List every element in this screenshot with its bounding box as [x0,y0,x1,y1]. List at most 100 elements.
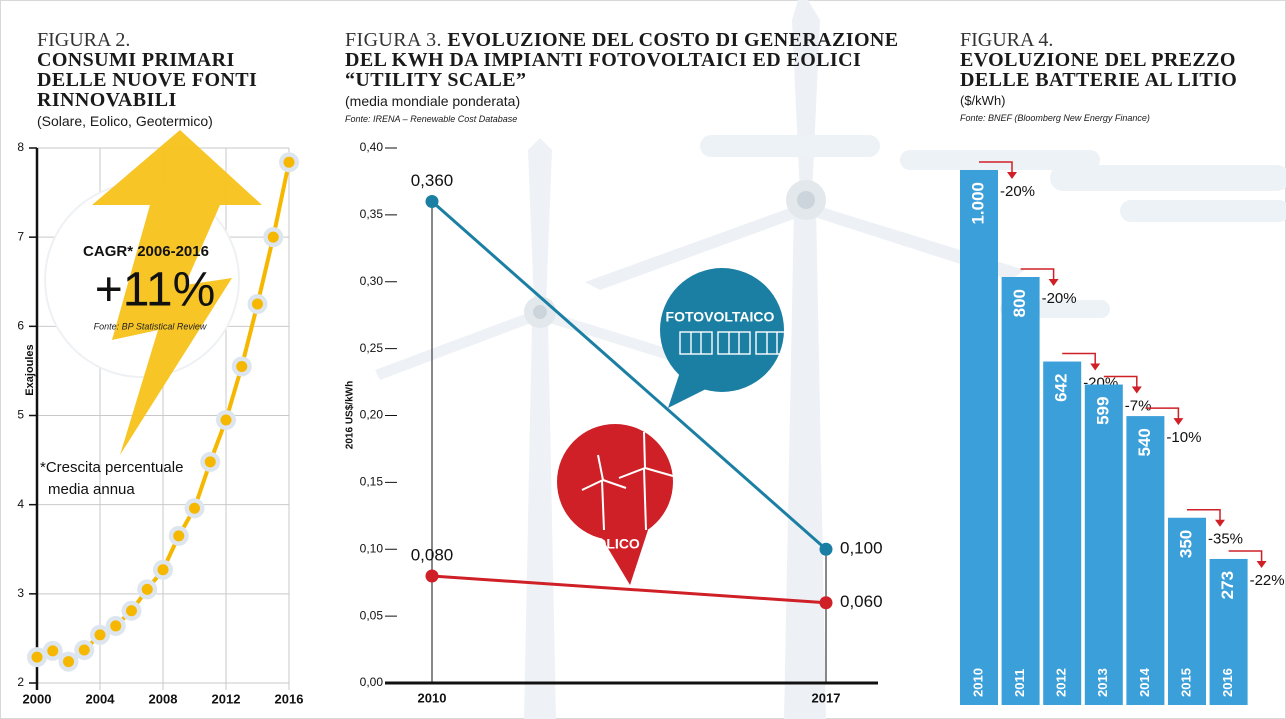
legend-bubble [660,268,784,392]
point [252,298,263,310]
point [31,651,43,663]
change-arrow [1020,268,1055,280]
point [236,360,248,372]
value-label: 599 [1093,397,1112,425]
change-arrow [1103,375,1138,388]
icons [581,331,789,531]
point [204,456,216,468]
turbine-blade [585,205,805,290]
x-tick-label: 2012 [212,691,241,706]
footnote: *Crescita percentuale media annua [40,459,184,498]
bar [1209,558,1248,705]
change-label: -20% [1000,183,1035,200]
figure-label: FIGURA 3. [345,29,442,51]
point [425,195,439,208]
grid [29,147,878,690]
chart-title: CONSUMI PRIMARI DELLE NUOVE FONTI RINNOV… [37,49,258,111]
point [94,629,106,641]
chart-subtitle: ($/kWh) [960,93,1006,108]
value-label: 1.000 [968,182,987,225]
category-label: 2016 [1220,668,1235,697]
figure-3-header: FIGURA 3. EVOLUZIONE DEL COSTO DI GENERA… [345,30,945,124]
y-tick-label: 0,00 [360,675,384,689]
change-arrowhead [1007,172,1017,179]
point [78,644,90,656]
change-arrowhead [1256,560,1267,568]
chart-source: Fonte: BNEF (Bloomberg New Energy Financ… [960,113,1150,123]
change-arrow [1228,550,1263,562]
change-arrow [1062,352,1096,365]
lightning-bolt [92,130,262,455]
y-tick-label: 4 [17,497,24,511]
change-arrowhead [1215,519,1225,527]
point [819,542,833,556]
x-tick-label: 2010 [418,690,447,705]
change-label: -7% [1125,398,1152,415]
y-tick-label: 0,35 [360,207,384,221]
category-label: 2014 [1137,667,1152,697]
wind-turbine-icon [581,431,674,531]
change-arrow [1145,407,1180,420]
bar [1084,384,1123,705]
category-label: 2012 [1054,668,1069,697]
cagr-heading: CAGR* 2006-2016 [83,243,209,260]
bar [1043,361,1082,705]
figure-2-header: FIGURA 2. CONSUMI PRIMARI DELLE NUOVE FO… [37,30,282,129]
point [189,502,200,514]
point [63,656,74,668]
cagr-badge: CAGR* 2006-2016 +11% Fonte: BP Statistic… [44,130,262,455]
value-label: 642 [1052,374,1071,402]
change-arrow [1187,509,1221,521]
bar [1168,517,1206,705]
cloud [700,135,880,157]
value-label: 0,360 [411,171,454,190]
value-label: 800 [1010,289,1029,317]
value-label: 0,100 [840,539,883,558]
point [141,583,153,595]
value-label: 350 [1176,530,1195,558]
change-arrowhead [1090,363,1101,371]
point [157,564,169,576]
change-label: -10% [1166,429,1201,446]
chart-title: EVOLUZIONE DEL COSTO DI GENERAZIONE DEL … [345,29,899,91]
bar [960,170,998,705]
turbine-hub [533,305,547,319]
value-label: 0,080 [411,545,454,564]
turbine-tower [524,320,556,719]
y-tick-label: 5 [17,408,24,422]
point [110,620,122,632]
figure-label: FIGURA 2. [37,29,131,51]
y-tick-label: 0,40 [360,140,384,154]
y-tick-label: 0,10 [360,541,384,555]
cagr-value: +11% [95,264,216,317]
cloud [1120,200,1286,222]
turbine-blade [546,312,705,370]
change-arrowhead [1131,386,1142,394]
x-tick-label: 2000 [23,691,52,706]
y-tick-label: 7 [17,229,24,243]
x-tick-label: 2004 [86,691,116,706]
change-arrowhead [1173,418,1184,426]
bar [1126,416,1165,705]
series-line [431,574,827,605]
cloud [1050,165,1286,191]
legend-label: EOLICO [586,536,640,552]
chart-subtitle: (Solare, Eolico, Geotermico) [37,113,213,129]
turbine-blade [528,138,552,305]
value-label: 540 [1135,428,1154,456]
legend-bubble [557,424,673,540]
point [267,231,279,243]
change-arrow [979,161,1013,173]
title-line: FIGURA 3. EVOLUZIONE DEL COSTO DI GENERA… [345,30,945,90]
point [47,645,59,657]
solar-panels-icon [679,331,789,355]
legend-tail [668,372,708,408]
change-arrowhead [1048,279,1059,286]
figure-label: FIGURA 4. [960,29,1054,51]
change-label: -20% [1042,290,1077,307]
background [375,0,1286,719]
cloud [900,150,1100,170]
y-tick-label: 2 [17,675,24,689]
